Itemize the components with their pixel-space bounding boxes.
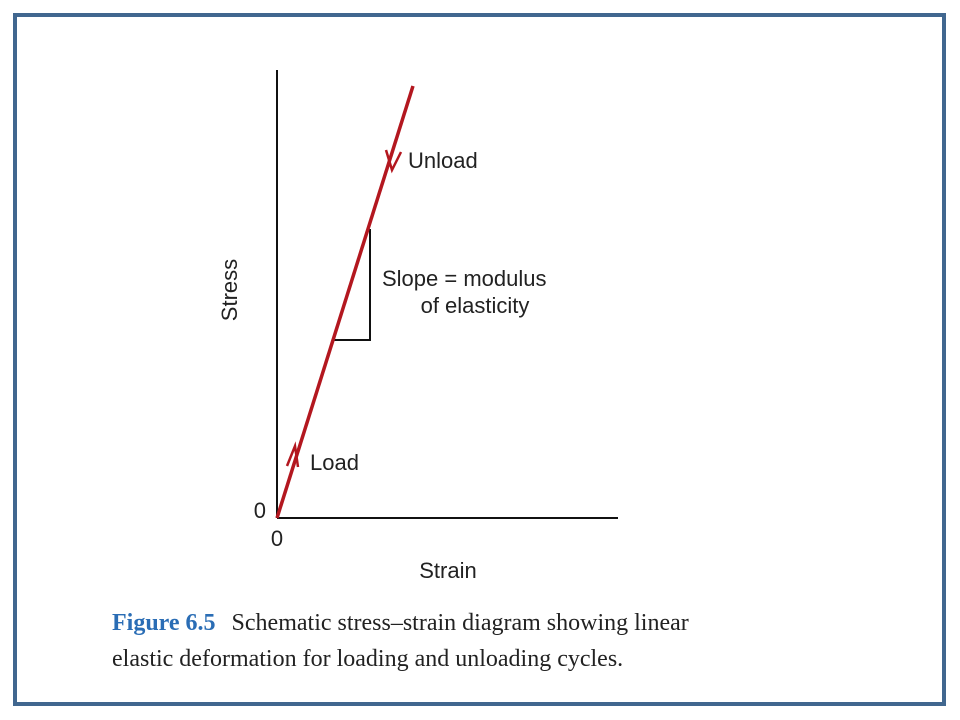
slope-label: Slope = modulus	[382, 266, 547, 291]
load-label: Load	[310, 450, 359, 475]
y-axis-label: Stress	[217, 259, 242, 321]
frame	[13, 13, 946, 706]
caption-text: Schematic stress–strain diagram showing …	[232, 610, 689, 636]
caption-text: elastic deformation for loading and unlo…	[112, 646, 623, 672]
elastic-line	[275, 85, 415, 519]
x-axis-label: Strain	[419, 558, 476, 583]
figure-label: Figure 6.5	[112, 610, 216, 636]
slope-label: of elasticity	[421, 293, 530, 318]
x-origin-label: 0	[271, 526, 283, 551]
unload-arrow	[384, 149, 403, 174]
y-origin-label: 0	[254, 498, 266, 523]
caption: Figure 6.5 Schematic stress–strain diagr…	[112, 610, 689, 636]
load-arrow	[285, 441, 300, 468]
unload-label: Unload	[408, 148, 478, 173]
